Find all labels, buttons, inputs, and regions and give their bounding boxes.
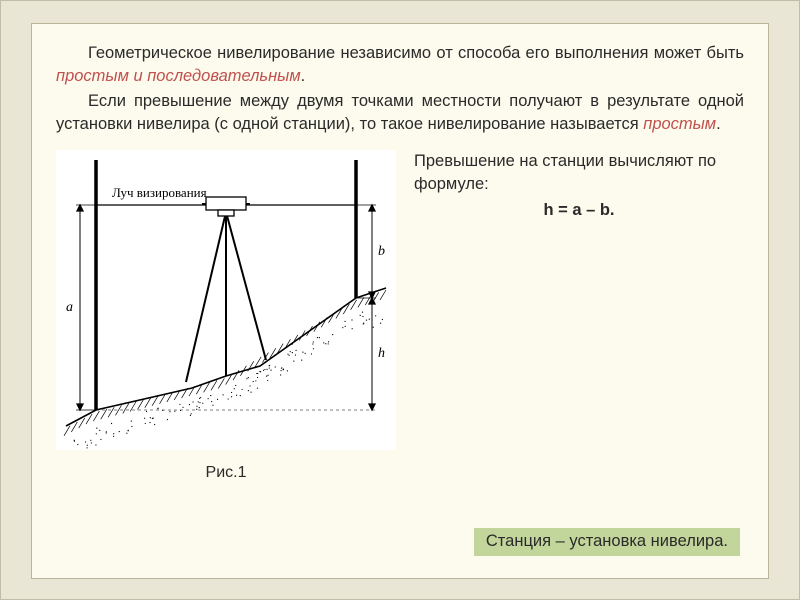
sight-line-label: Луч визирования [112, 185, 207, 201]
slide: Геометрическое нивелирование независимо … [0, 0, 800, 600]
p2-text-b: . [716, 115, 721, 133]
formula: h = a – b. [414, 199, 744, 221]
paragraph-2: Если превышение между двумя точками мест… [56, 90, 744, 136]
dimension-b-label: b [378, 244, 385, 260]
station-text: Станция – установка нивелира. [486, 532, 728, 550]
formula-column: Превышение на станции вычисляют по форму… [414, 150, 744, 482]
figure-column: Луч визирования a b h Рис.1 [56, 150, 396, 482]
paragraph-1: Геометрическое нивелирование независимо … [56, 42, 744, 88]
figure-box: Луч визирования a b h [56, 150, 396, 450]
formula-intro: Превышение на станции вычисляют по форму… [414, 150, 744, 195]
figure-caption: Рис.1 [56, 464, 396, 482]
p2-text-a: Если превышение между двумя точками мест… [56, 92, 744, 133]
p1-text-b: . [301, 67, 306, 85]
p1-accent: простым и последовательным [56, 67, 301, 85]
leveling-diagram [56, 150, 396, 450]
dimension-h-label: h [378, 346, 385, 362]
content-row: Луч визирования a b h Рис.1 Превышение н… [56, 150, 744, 482]
station-definition-box: Станция – установка нивелира. [474, 528, 740, 556]
slide-inner: Геометрическое нивелирование независимо … [31, 23, 769, 579]
p1-text-a: Геометрическое нивелирование независимо … [88, 44, 744, 62]
p2-accent: простым [643, 115, 716, 133]
dimension-a-label: a [66, 300, 73, 316]
